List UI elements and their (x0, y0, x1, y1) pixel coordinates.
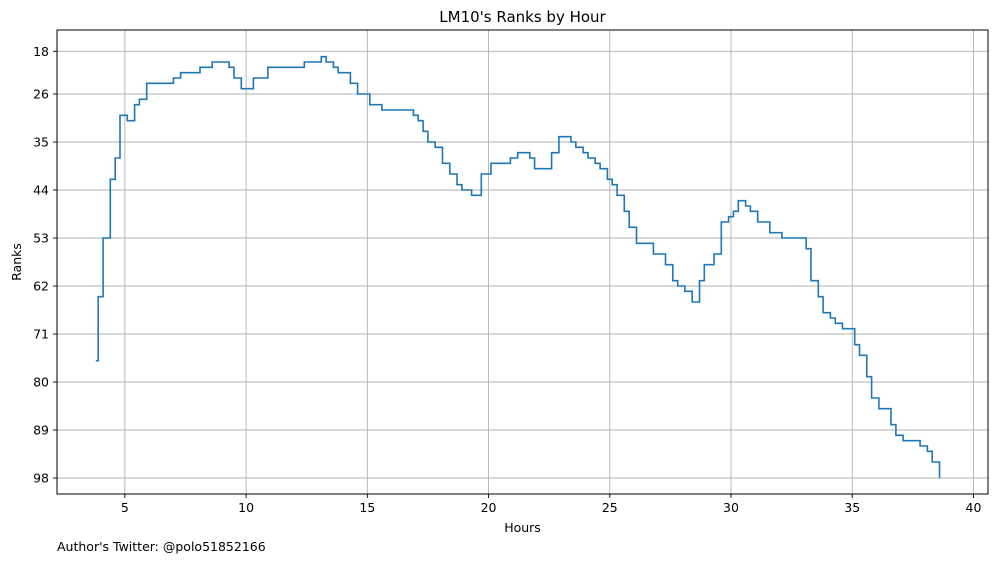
y-tick-label: 71 (33, 327, 49, 342)
x-tick-label: 20 (481, 500, 497, 515)
rank-line-series (95, 55, 941, 478)
grid (57, 30, 988, 494)
x-axis-title: Hours (504, 520, 541, 535)
y-tick-label: 62 (33, 279, 49, 294)
x-tick-label: 30 (723, 500, 739, 515)
x-tick-label: 5 (121, 500, 129, 515)
chart-title: LM10's Ranks by Hour (439, 8, 606, 26)
y-axis-title: Ranks (9, 243, 24, 281)
y-tick-label: 35 (33, 135, 49, 150)
ticks: 5 10 15 20 25 30 35 40 18 26 35 44 53 62 71 80 89 98 (33, 44, 981, 515)
y-tick-label: 18 (33, 44, 49, 59)
x-tick-label: 40 (966, 500, 982, 515)
axes-frame (56, 29, 989, 495)
y-tick-label: 98 (33, 471, 49, 486)
y-tick-label: 89 (33, 423, 49, 438)
y-tick-label: 53 (33, 231, 49, 246)
y-tick-label: 80 (33, 375, 49, 390)
x-tick-label: 35 (844, 500, 860, 515)
y-tick-label: 26 (33, 87, 49, 102)
y-tick-label: 44 (33, 183, 49, 198)
x-tick-label: 10 (238, 500, 254, 515)
author-credit: Author's Twitter: @polo51852166 (57, 539, 266, 554)
x-tick-label: 15 (359, 500, 375, 515)
x-tick-label: 25 (602, 500, 618, 515)
